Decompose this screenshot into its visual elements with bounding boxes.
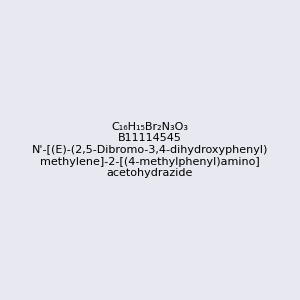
Text: C₁₆H₁₅Br₂N₃O₃
B11114545
N'-[(E)-(2,5-Dibromo-3,4-dihydroxyphenyl)
methylene]-2-[: C₁₆H₁₅Br₂N₃O₃ B11114545 N'-[(E)-(2,5-Dib… <box>32 122 268 178</box>
